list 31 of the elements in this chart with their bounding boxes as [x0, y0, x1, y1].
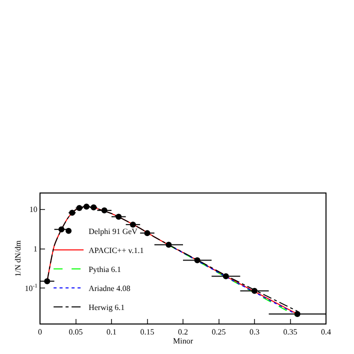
point: [58, 226, 64, 232]
x-tick-label: 0.2: [178, 328, 188, 337]
x-axis-title: Minor: [173, 336, 194, 346]
point: [69, 210, 76, 216]
point: [294, 311, 300, 318]
point: [194, 257, 200, 264]
point: [44, 278, 50, 284]
y-axis-title: 1/N dN/dm: [13, 240, 22, 277]
x-tick-label: 0: [38, 328, 42, 337]
x-tick-label: 0.1: [106, 328, 116, 337]
point: [130, 222, 136, 228]
y-tick-label: 10$^{-1}$: [24, 284, 38, 293]
x-tick-label: 0.35: [283, 328, 298, 337]
x-tick-label: 0.4: [321, 328, 331, 337]
legend-label: Delphi 91 GeV: [88, 227, 138, 236]
point: [222, 273, 229, 280]
legend-label: APACIC++ v.1.1: [88, 246, 144, 255]
x-tick-label: 0.05: [68, 328, 83, 337]
point: [101, 207, 108, 214]
legend-label: Ariadne 4.08: [88, 284, 130, 293]
y-tick-label: 10: [29, 205, 38, 214]
legend-label: Herwig 6.1: [88, 303, 125, 312]
y-tick-label: 1: [33, 244, 38, 254]
x-tick-label: 0.25: [212, 328, 226, 337]
point: [116, 214, 122, 220]
point: [144, 230, 150, 236]
point: [252, 288, 258, 294]
point: [166, 242, 172, 248]
legend-label: Pythia 6.1: [88, 265, 122, 274]
x-tick-label: 0.3: [250, 328, 260, 337]
x-tick-label: 0.15: [140, 328, 154, 337]
